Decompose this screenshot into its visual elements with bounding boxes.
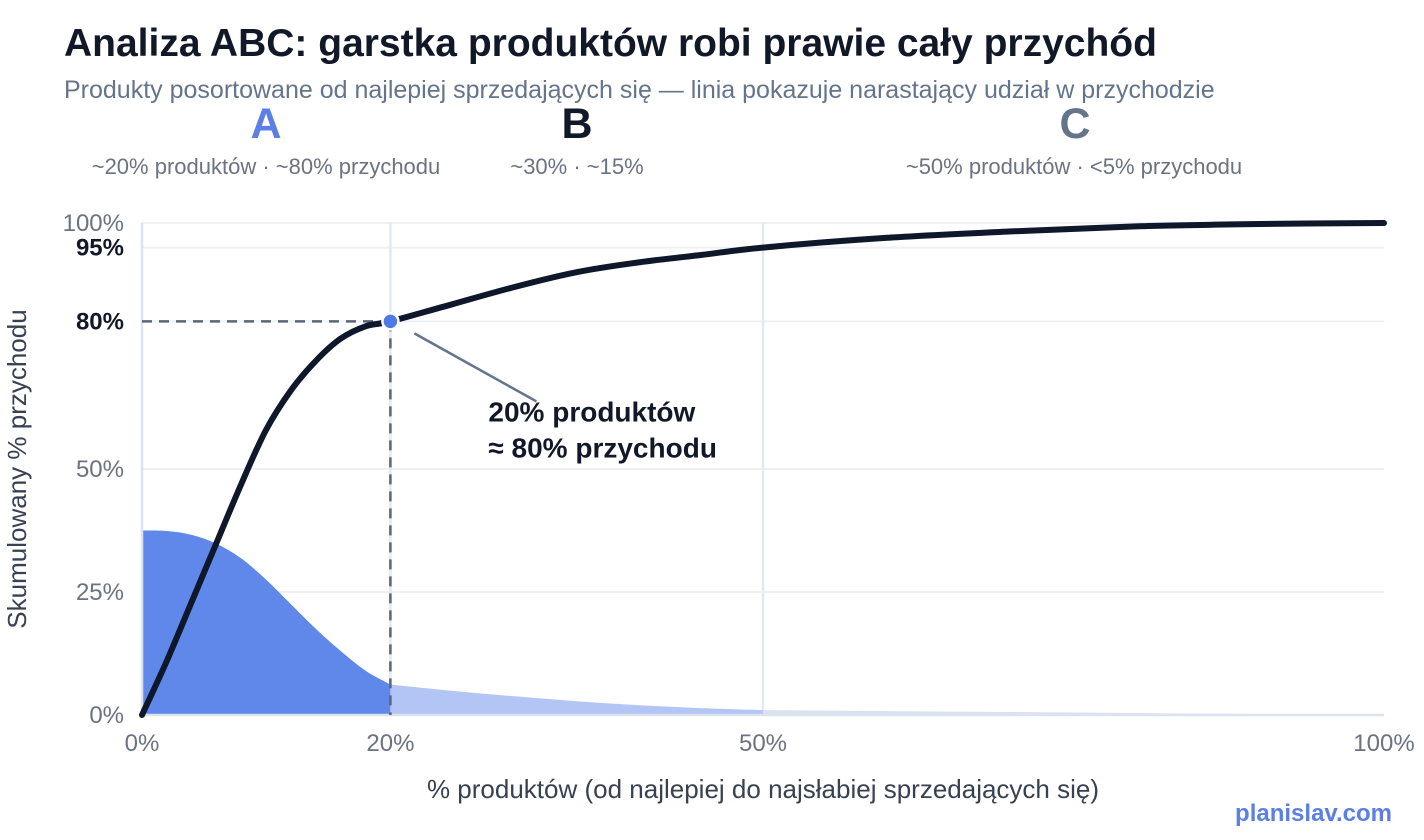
segment-caption-b: ~30% · ~15%	[510, 154, 643, 179]
y-tick-label: 80%	[76, 308, 124, 335]
x-tick-label: 50%	[739, 730, 787, 757]
segment-caption-c: ~50% produktów · <5% przychodu	[906, 154, 1242, 179]
y-tick-label: 100%	[63, 210, 124, 237]
revenue-area-segment-b	[390, 684, 763, 715]
y-tick-label: 95%	[76, 235, 124, 262]
y-axis-title: Skumulowany % przychodu	[2, 309, 32, 628]
x-tick-label: 20%	[366, 730, 414, 757]
annotation-text: 20% produktów	[488, 396, 695, 427]
annotation-leader-line	[413, 332, 538, 403]
x-tick-label: 100%	[1353, 730, 1414, 757]
segment-class-b: B	[561, 100, 592, 148]
y-tick-label: 25%	[76, 579, 124, 606]
segment-caption-a: ~20% produktów · ~80% przychodu	[92, 154, 441, 179]
y-tick-label: 50%	[76, 456, 124, 483]
highlight-point	[381, 312, 400, 331]
cumulative-revenue-line	[139, 220, 1387, 718]
y-tick-label: 0%	[89, 702, 124, 729]
x-tick-label: 0%	[125, 730, 160, 757]
chart-title: Analiza ABC: garstka produktów robi praw…	[64, 22, 1157, 65]
segment-class-c: C	[1059, 100, 1090, 148]
revenue-area-segment-a	[142, 530, 391, 715]
chart-subtitle: Produkty posortowane od najlepiej sprzed…	[64, 76, 1215, 104]
annotation-text: ≈ 80% przychodu	[488, 432, 717, 463]
brand-label[interactable]: planislav.com	[1235, 800, 1392, 827]
segment-class-a: A	[250, 100, 281, 148]
x-axis-title: % produktów (od najlepiej do najsłabiej …	[427, 774, 1099, 804]
